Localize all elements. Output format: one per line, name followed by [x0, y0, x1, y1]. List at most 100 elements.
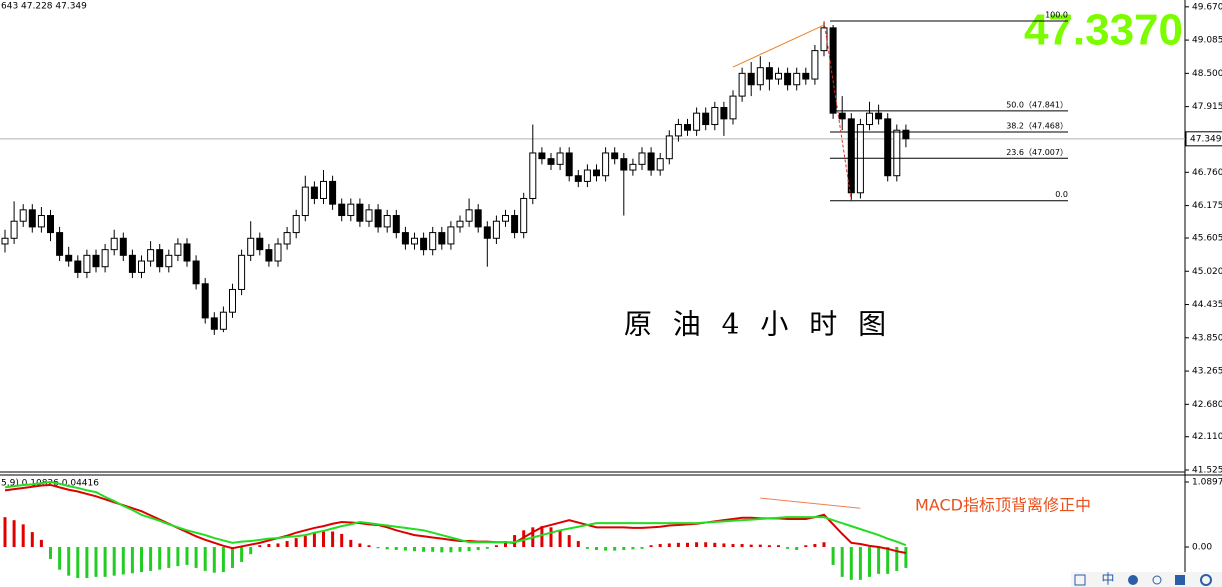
- histogram-bar: [549, 527, 553, 548]
- candle: [110, 229, 118, 256]
- histogram-bar: [231, 547, 234, 568]
- candle: [210, 312, 218, 335]
- candle-body: [10, 220, 18, 239]
- histogram-bar: [595, 547, 598, 551]
- toolbar-bg: [1071, 572, 1222, 587]
- histogram-bar: [713, 542, 717, 548]
- histogram-bar: [85, 547, 89, 579]
- fib-label: 100.0: [1045, 11, 1068, 20]
- candle: [56, 226, 64, 262]
- candle: [283, 226, 291, 250]
- candle-body: [56, 232, 64, 256]
- candle-body: [756, 67, 764, 86]
- candle: [665, 130, 673, 165]
- histogram-bar: [221, 547, 225, 573]
- histogram-bar: [895, 547, 899, 571]
- candle-body: [866, 112, 873, 126]
- candle-body: [765, 67, 773, 80]
- candle: [329, 175, 337, 210]
- candle-body: [665, 135, 673, 160]
- y-tick-label: 47.915: [1192, 102, 1222, 112]
- histogram-bar: [121, 547, 125, 575]
- candle: [802, 67, 810, 85]
- histogram-bar: [786, 547, 790, 549]
- candle-body: [502, 215, 509, 222]
- candle-body: [219, 311, 227, 330]
- candle-body: [847, 118, 855, 194]
- candle: [147, 241, 155, 267]
- histogram-bar: [868, 547, 871, 577]
- toolbar-icon[interactable]: [1200, 574, 1212, 586]
- candle: [893, 124, 901, 182]
- histogram-bar: [340, 533, 344, 548]
- candle-body: [365, 209, 373, 222]
- candle: [219, 306, 227, 333]
- candle: [611, 147, 619, 165]
- histogram-bar: [722, 543, 726, 548]
- candle: [574, 170, 582, 188]
- y-tick-label: 45.605: [1192, 233, 1222, 243]
- candle-body: [101, 249, 109, 268]
- histogram-bar: [167, 547, 171, 568]
- candle-body: [775, 72, 782, 80]
- candle: [128, 249, 136, 279]
- candle-body: [174, 243, 182, 256]
- candle-body: [465, 209, 473, 222]
- toolbar-icon[interactable]: [1152, 575, 1162, 585]
- histogram-bar: [749, 544, 753, 548]
- candle-body: [875, 112, 883, 120]
- histogram-bar: [285, 541, 289, 548]
- candle: [356, 198, 364, 227]
- candle-body: [729, 95, 737, 120]
- candle-body: [74, 260, 82, 273]
- histogram-bar: [49, 547, 52, 559]
- histogram-bar: [695, 542, 699, 548]
- y-tick-label: 43.850: [1192, 333, 1222, 343]
- candle-body: [793, 72, 801, 86]
- candle-body: [83, 254, 91, 273]
- histogram-bar: [367, 545, 371, 548]
- candle: [83, 249, 91, 279]
- candle: [201, 278, 209, 324]
- y-tick-label: 45.020: [1192, 267, 1222, 277]
- toolbar-icon[interactable]: [1074, 574, 1086, 586]
- histogram-bar: [349, 539, 353, 548]
- y2-tick-label: 1.0897: [1192, 477, 1222, 487]
- candle-body: [429, 232, 437, 251]
- candle: [829, 25, 837, 119]
- histogram-bar: [649, 545, 653, 548]
- candle-body: [529, 152, 537, 199]
- toolbar-icon[interactable]: [1175, 575, 1185, 585]
- histogram-bar: [376, 547, 380, 549]
- candle: [183, 238, 191, 267]
- histogram-bar: [267, 544, 271, 548]
- histogram-bar: [403, 547, 407, 551]
- candle: [674, 118, 682, 142]
- histogram-bar: [494, 545, 498, 548]
- candle-body: [110, 237, 118, 251]
- candle: [656, 152, 664, 176]
- candle-body: [538, 152, 546, 160]
- candle-body: [674, 124, 682, 137]
- candle-body: [420, 237, 428, 251]
- candle-body: [593, 169, 600, 177]
- candle-body: [738, 72, 746, 97]
- toolbar-lang[interactable]: 中: [1101, 573, 1114, 587]
- histogram-bar: [322, 530, 325, 548]
- toolbar-icon[interactable]: [1128, 575, 1138, 585]
- candle-body: [474, 209, 482, 228]
- candle: [1, 229, 9, 253]
- fib-label: 23.6（47.007）: [1006, 148, 1068, 157]
- histogram-bar: [767, 545, 771, 548]
- histogram-bar: [631, 547, 635, 550]
- histogram-bar: [558, 530, 562, 548]
- histogram-bar: [704, 542, 708, 548]
- histogram-bar: [740, 544, 744, 548]
- y-tick-label: 42.110: [1192, 432, 1222, 442]
- histogram-bar: [67, 547, 71, 576]
- candle-body: [784, 72, 792, 86]
- candle: [775, 67, 782, 85]
- indicator-line: [4, 483, 907, 554]
- trendline: [823, 20, 852, 201]
